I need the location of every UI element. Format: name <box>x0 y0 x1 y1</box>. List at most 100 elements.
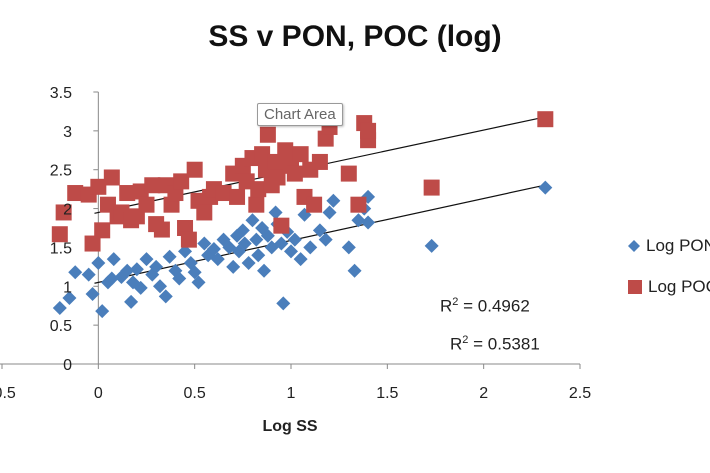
data-point-log-poc <box>292 146 309 163</box>
data-point-log-pon <box>85 287 100 302</box>
x-tick-label: 0.5 <box>184 385 206 402</box>
data-point-log-pon <box>104 271 119 286</box>
data-point-log-pon <box>139 252 154 267</box>
data-point-log-pon <box>81 267 96 282</box>
y-tick-label: 2 <box>63 202 72 219</box>
data-point-log-pon <box>172 271 187 286</box>
data-point-log-pon <box>249 232 264 247</box>
legend-label-log-pon: Log PON <box>646 236 710 255</box>
data-point-log-pon <box>424 238 439 253</box>
data-point-log-pon <box>318 232 333 247</box>
data-point-log-pon <box>68 265 83 280</box>
x-tick-label: -0.5 <box>0 385 16 402</box>
x-tick-label: 1 <box>287 385 296 402</box>
data-point-log-pon <box>124 294 139 309</box>
data-point-log-pon <box>133 280 148 295</box>
y-tick-label: 3.5 <box>50 85 72 102</box>
series-log-pon <box>52 180 553 319</box>
data-point-log-pon <box>293 252 308 267</box>
data-point-log-poc <box>286 165 303 182</box>
data-point-log-poc <box>423 179 440 196</box>
x-tick-label: 2.5 <box>569 385 591 402</box>
data-point-log-pon <box>120 263 135 278</box>
data-point-log-pon <box>326 193 341 208</box>
data-point-log-poc <box>103 169 120 186</box>
data-point-log-poc <box>306 196 323 213</box>
r-squared-label-pon: R2 = 0.4962 <box>440 296 530 316</box>
data-point-log-pon <box>251 248 266 263</box>
data-point-log-pon <box>361 215 376 230</box>
x-tick-label: 2 <box>479 385 488 402</box>
data-point-log-pon <box>341 240 356 255</box>
data-point-log-poc <box>196 204 213 221</box>
y-tick-label: 3 <box>63 124 72 141</box>
x-axis-label: Log SS <box>262 418 318 435</box>
data-point-log-poc <box>144 177 161 194</box>
legend-diamond-marker <box>628 240 640 252</box>
data-point-log-pon <box>274 236 289 251</box>
data-point-log-poc <box>180 231 197 248</box>
data-point-log-poc <box>94 222 111 239</box>
data-point-log-pon <box>162 249 177 264</box>
data-point-log-poc <box>84 235 101 252</box>
data-point-log-poc <box>273 217 290 234</box>
data-point-log-pon <box>268 205 283 220</box>
data-point-log-pon <box>351 213 366 228</box>
tick-labels: 0 0.5 1 1.5 2 2.5 3 3.5 -0.5 0 0.5 1 1.5 2 2.5 <box>0 85 591 402</box>
data-point-log-pon <box>106 252 121 267</box>
data-point-log-poc <box>360 122 377 139</box>
data-point-log-pon <box>303 240 318 255</box>
data-point-log-pon <box>260 228 275 243</box>
data-point-log-poc <box>269 169 286 186</box>
data-point-log-poc <box>119 185 136 202</box>
data-point-log-poc <box>248 196 265 213</box>
data-point-log-pon <box>312 223 327 238</box>
data-point-log-pon <box>149 259 164 274</box>
data-point-log-pon <box>129 262 144 277</box>
data-point-log-poc <box>259 126 276 143</box>
data-point-log-pon <box>257 263 272 278</box>
data-point-log-poc <box>153 221 170 238</box>
data-point-log-pon <box>178 244 193 259</box>
data-point-log-pon <box>226 259 241 274</box>
data-point-log-pon <box>237 236 252 251</box>
legend-item-log-poc[interactable]: Log POC <box>628 277 710 297</box>
data-point-log-pon <box>245 213 260 228</box>
data-point-log-pon <box>322 205 337 220</box>
data-point-log-pon <box>241 255 256 270</box>
legend-item-log-pon[interactable]: Log PON <box>628 236 710 256</box>
data-point-log-pon <box>95 304 110 319</box>
y-tick-label: 1.5 <box>50 240 72 257</box>
data-point-log-pon <box>152 279 167 294</box>
data-point-log-poc <box>173 173 190 190</box>
x-tick-label: 1.5 <box>376 385 398 402</box>
series-log-poc <box>51 111 554 252</box>
data-point-log-pon <box>158 289 173 304</box>
chart-title: SS v PON, POC (log) <box>208 20 502 53</box>
data-point-log-poc <box>51 226 68 243</box>
data-point-log-pon <box>191 275 206 290</box>
data-point-log-pon <box>210 252 225 267</box>
data-point-log-pon <box>347 263 362 278</box>
data-point-log-poc <box>229 188 246 205</box>
legend-label-log-poc: Log POC <box>648 277 710 296</box>
data-point-log-poc <box>55 204 72 221</box>
r-squared-label-poc: R2 = 0.5381 <box>450 334 540 354</box>
data-point-log-pon <box>284 244 298 259</box>
data-point-log-poc <box>350 196 367 213</box>
data-point-log-pon <box>114 269 129 284</box>
data-point-log-pon <box>287 232 302 247</box>
data-point-log-pon <box>62 290 77 305</box>
data-point-log-poc <box>340 165 357 182</box>
data-point-log-poc <box>90 178 107 195</box>
data-point-log-poc <box>250 181 267 198</box>
data-point-log-pon <box>538 180 553 195</box>
data-point-log-pon <box>197 236 212 251</box>
y-tick-label: 0.5 <box>50 318 72 335</box>
data-point-log-poc <box>67 185 84 202</box>
data-point-log-poc <box>537 111 554 128</box>
data-point-log-poc <box>277 142 294 159</box>
data-point-log-poc <box>138 196 155 213</box>
data-point-log-pon <box>276 296 291 311</box>
